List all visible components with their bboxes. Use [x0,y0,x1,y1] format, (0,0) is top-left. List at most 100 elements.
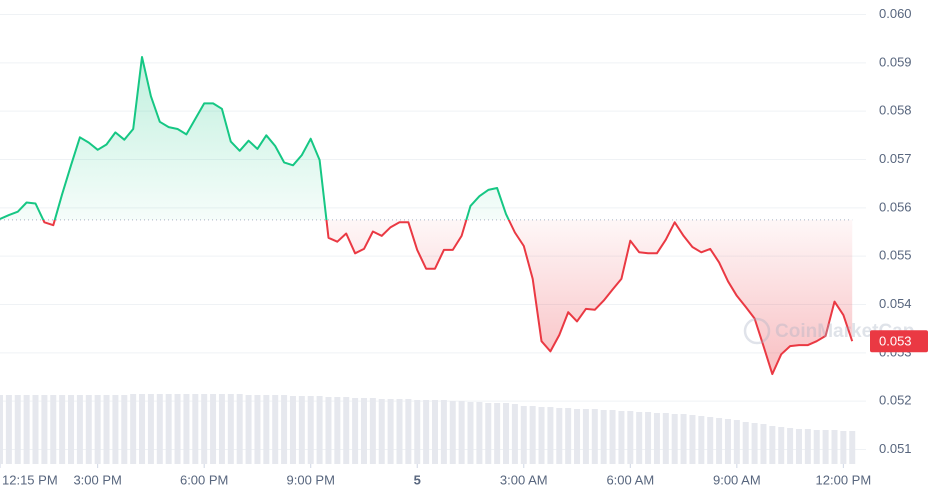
volume-bar [680,414,687,464]
volume-bar [751,423,758,464]
volume-bar [529,406,536,464]
volume-bar [671,414,678,464]
x-tick-label: 6:00 AM [606,472,654,487]
y-tick-label: 0.052 [879,393,912,408]
volume-bar [50,395,57,464]
volume-bar [591,409,598,464]
volume-bar [503,403,510,464]
volume-bar [609,410,616,464]
volume-bar [778,427,785,464]
volume-bar [307,396,314,464]
y-tick-label: 0.060 [879,6,912,21]
volume-bar [165,394,172,464]
y-tick-label: 0.059 [879,54,912,69]
volume-bar [627,411,634,464]
volume-bar [689,415,696,464]
volume-bar [147,394,154,464]
volume-bar [112,395,119,464]
y-tick-label: 0.056 [879,199,912,214]
price-badge-label: 0.053 [879,334,912,349]
x-tick-label: 12:00 PM [816,472,872,487]
volume-bar [360,398,367,464]
volume-bar [511,404,518,464]
price-line [0,56,854,376]
volume-bar [769,426,776,464]
volume-bar [423,400,430,464]
volume-bar [316,396,323,464]
volume-bar [618,411,625,464]
volume-bar [520,406,527,464]
volume-bar [201,394,208,464]
price-badge [870,330,928,353]
volume-bar [334,397,341,464]
x-tick-label: 12:15 PM [2,472,58,487]
volume-bar [574,409,581,464]
y-tick-label: 0.057 [879,151,912,166]
volume-bar [192,394,199,464]
volume-bar [245,395,252,464]
volume-bar [467,402,474,464]
volume-bar [582,409,589,464]
volume-bar [174,394,181,464]
volume-bar [600,410,607,464]
volume-bar [23,395,30,464]
volume-bar [325,397,332,464]
volume-bar [5,395,12,464]
volume-bar [68,395,75,464]
volume-bar [795,429,802,464]
volume-bar [263,395,270,464]
volume-bar [485,403,492,464]
price-area [0,57,853,375]
volume-bar [156,394,163,464]
volume-bar [724,419,731,464]
x-tick-label: 9:00 AM [713,472,761,487]
y-tick-label: 0.054 [879,296,912,311]
volume-bar [840,431,847,464]
volume-bar [85,395,92,464]
volume-bar [130,394,137,464]
volume-bar [556,408,563,464]
volume-bar [565,408,572,464]
volume-bar [831,430,838,464]
volume-bar [414,400,421,464]
volume-bar [218,394,225,464]
volume-bar [440,400,447,464]
volume-bar [387,399,394,464]
volume-bar [405,399,412,464]
volume-bar [0,395,3,464]
volume-bar [494,403,501,464]
watermark-logo [743,317,771,345]
volume-bar [272,395,279,464]
volume-bar [281,395,288,464]
volume-bar [76,395,83,464]
volume-bar [227,394,234,464]
volume-bar [547,407,554,464]
x-tick-label: 3:00 PM [73,472,121,487]
volume-bar [396,399,403,464]
volume-bar [236,394,243,464]
volume-bar [289,396,296,464]
volume-bar [41,395,48,464]
volume-bar [139,394,146,464]
volume-bar [103,395,110,464]
y-tick-label: 0.051 [879,441,912,456]
volume-bar [476,402,483,464]
volume-bar [636,412,643,464]
volume-bar [787,428,794,464]
volume-bar [813,430,820,464]
volume-bar [716,418,723,464]
volume-bar [707,417,714,464]
x-tick-label: 6:00 PM [180,472,228,487]
y-tick-label: 0.058 [879,103,912,118]
volume-bar [733,420,740,464]
volume-bar [804,429,811,464]
volume-bar [822,430,829,464]
volume-bar [849,431,856,464]
volume-bar [94,395,101,464]
y-tick-label: 0.055 [879,248,912,263]
volume-bar [352,398,359,464]
volume-bar [653,413,660,464]
volume-bar [698,416,705,464]
volume-bar [369,398,376,464]
